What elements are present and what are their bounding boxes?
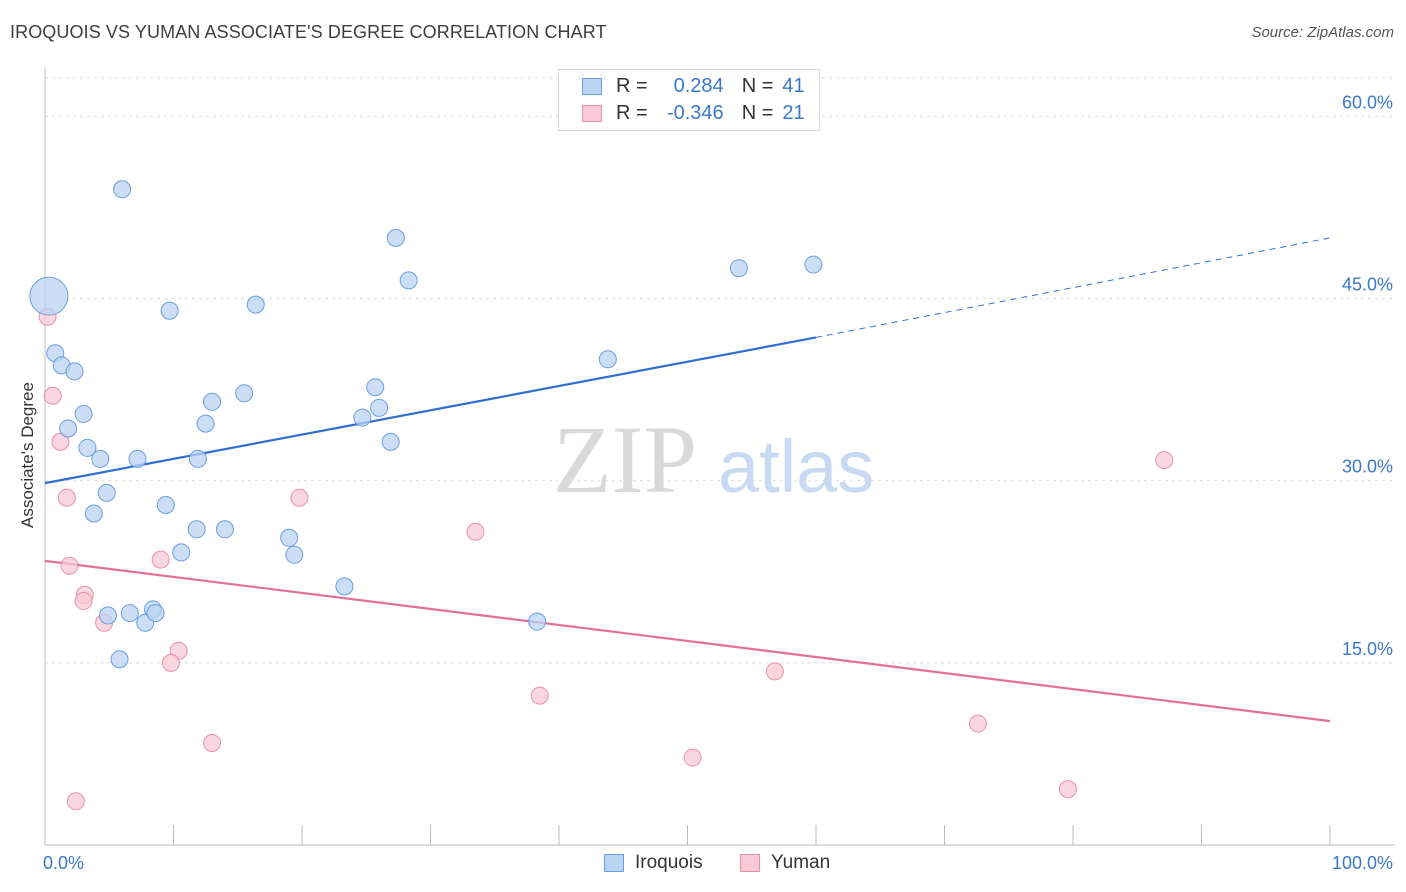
yuman-point bbox=[74, 591, 93, 610]
gridlines bbox=[45, 77, 1395, 664]
yuman-point bbox=[1155, 451, 1174, 470]
iroquois-point bbox=[235, 384, 254, 403]
iroquois-point bbox=[98, 606, 117, 625]
yuman-point bbox=[968, 714, 987, 733]
yuman-point bbox=[66, 792, 85, 811]
iroquois-point bbox=[188, 449, 207, 468]
yuman-legend-swatch bbox=[740, 854, 760, 872]
iroquois-point bbox=[160, 301, 179, 320]
tick-labels: 15.0% 30.0% 45.0% 60.0% 0.0% 100.0% bbox=[43, 92, 1393, 873]
yuman-point bbox=[60, 556, 79, 575]
iroquois-point bbox=[29, 276, 69, 316]
iroquois-point bbox=[84, 504, 103, 523]
iroquois-point bbox=[74, 404, 93, 423]
yuman-point bbox=[161, 653, 180, 672]
iroquois-point bbox=[146, 604, 165, 623]
iroquois-point bbox=[729, 259, 748, 278]
n-label: N = bbox=[741, 102, 774, 124]
n-label: N = bbox=[741, 75, 774, 97]
iroquois-point bbox=[113, 180, 132, 199]
legend-row-iroquois: R = 0.284 N = 41 bbox=[559, 73, 805, 100]
r-label: R = bbox=[616, 102, 648, 124]
iroquois-point bbox=[78, 438, 97, 457]
data-points bbox=[29, 180, 1174, 811]
iroquois-swatch bbox=[582, 78, 602, 95]
iroquois-point bbox=[246, 295, 265, 314]
r-label: R = bbox=[616, 75, 648, 97]
x-tick-label: 0.0% bbox=[43, 853, 84, 873]
n-value: 41 bbox=[782, 75, 805, 97]
yuman-point bbox=[1058, 780, 1077, 799]
yuman-point bbox=[57, 488, 76, 507]
iroquois-point bbox=[196, 414, 215, 433]
yuman-legend-label: Yuman bbox=[771, 852, 831, 873]
iroquois-point bbox=[65, 362, 84, 381]
iroquois-point bbox=[366, 378, 385, 397]
iroquois-trend-line bbox=[44, 336, 817, 485]
yuman-point bbox=[43, 386, 62, 405]
y-axis-label: Associate's Degree bbox=[18, 382, 37, 528]
iroquois-point bbox=[280, 528, 299, 547]
trend-lines bbox=[44, 237, 1331, 723]
iroquois-point bbox=[120, 604, 139, 623]
yuman-point bbox=[466, 522, 485, 541]
n-value: 21 bbox=[782, 102, 805, 124]
legend-row-yuman: R = -0.346 N = 21 bbox=[559, 100, 805, 127]
y-tick-label: 45.0% bbox=[1342, 275, 1393, 295]
iroquois-point bbox=[110, 650, 129, 669]
iroquois-point bbox=[128, 449, 147, 468]
iroquois-point bbox=[91, 449, 110, 468]
y-tick-label: 15.0% bbox=[1342, 639, 1393, 659]
yuman-point bbox=[530, 686, 549, 705]
iroquois-point bbox=[381, 432, 400, 451]
yuman-point bbox=[290, 488, 309, 507]
legend-item-yuman: Yuman bbox=[740, 852, 830, 874]
axes bbox=[44, 68, 1395, 846]
yuman-point bbox=[683, 748, 702, 767]
iroquois-point bbox=[335, 577, 354, 596]
iroquois-point bbox=[598, 350, 617, 369]
stats-legend: R = 0.284 N = 41 R = -0.346 N = 21 bbox=[558, 69, 820, 131]
iroquois-legend-label: Iroquois bbox=[635, 852, 703, 873]
watermark-zip: ZIP bbox=[553, 406, 697, 513]
y-tick-label: 60.0% bbox=[1342, 92, 1393, 112]
iroquois-point bbox=[370, 398, 389, 417]
iroquois-point bbox=[187, 520, 206, 539]
iroquois-point bbox=[203, 392, 222, 411]
iroquois-point bbox=[97, 483, 116, 502]
iroquois-point bbox=[215, 520, 234, 539]
iroquois-point bbox=[804, 255, 823, 274]
iroquois-point bbox=[386, 228, 405, 247]
iroquois-point bbox=[172, 543, 191, 562]
yuman-swatch bbox=[582, 105, 602, 122]
source-label: Source: ZipAtlas.com bbox=[1251, 24, 1394, 41]
yuman-point bbox=[51, 432, 70, 451]
yuman-point bbox=[151, 550, 170, 569]
chart-title: IROQUOIS VS YUMAN ASSOCIATE'S DEGREE COR… bbox=[10, 22, 607, 42]
iroquois-point bbox=[399, 271, 418, 290]
iroquois-point bbox=[528, 612, 547, 631]
yuman-trend-line bbox=[44, 559, 1331, 723]
legend-item-iroquois: Iroquois bbox=[604, 852, 703, 874]
r-value: 0.284 bbox=[673, 75, 724, 97]
yuman-point bbox=[765, 662, 784, 681]
iroquois-legend-swatch bbox=[604, 854, 624, 872]
r-value: -0.346 bbox=[666, 102, 724, 124]
watermark-atlas: atlas bbox=[718, 425, 874, 508]
iroquois-point bbox=[156, 496, 175, 514]
iroquois-point bbox=[353, 408, 372, 427]
iroquois-trend-extension bbox=[815, 237, 1331, 338]
y-tick-label: 30.0% bbox=[1342, 457, 1393, 477]
iroquois-point bbox=[285, 545, 304, 564]
iroquois-point bbox=[59, 419, 78, 438]
x-tick-label: 100.0% bbox=[1332, 853, 1393, 873]
yuman-point bbox=[203, 734, 222, 752]
